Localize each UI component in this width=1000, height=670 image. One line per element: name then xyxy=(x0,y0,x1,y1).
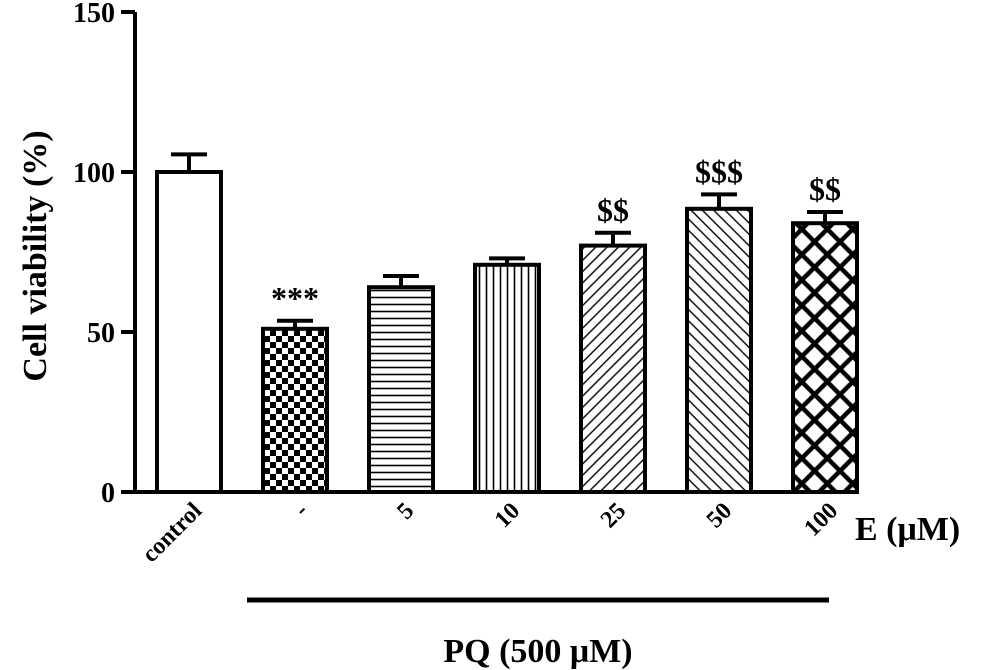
y-tick-label: 100 xyxy=(73,158,115,189)
bar xyxy=(791,221,859,494)
x-tick-label: 50 xyxy=(702,498,737,533)
significance-label: $$ xyxy=(597,192,629,228)
y-tick-label: 0 xyxy=(101,478,115,509)
significance-label: $$$ xyxy=(695,153,743,189)
bar xyxy=(579,243,647,494)
significance-label: *** xyxy=(271,280,319,316)
bars: ***$$$$$ $$ xyxy=(155,152,859,495)
x-tick-label: 100 xyxy=(799,498,843,542)
bar xyxy=(155,170,223,494)
x-tick-label: - xyxy=(289,498,313,522)
x-tick-label: 5 xyxy=(392,498,419,525)
bar xyxy=(367,285,435,495)
group-label: PQ (500 μM) xyxy=(443,633,632,670)
y-tick-label: 150 xyxy=(73,0,115,29)
significance-label: $$ xyxy=(809,171,841,207)
bar xyxy=(261,326,329,494)
x-axis-label: E (μM) xyxy=(855,511,960,548)
x-tick-label: 25 xyxy=(596,498,631,533)
x-tick-label: 10 xyxy=(490,498,525,533)
y-axis-ticks: 0 50 100 150 xyxy=(73,0,135,509)
y-axis-label: Cell viability (%) xyxy=(17,130,54,381)
bar xyxy=(473,262,541,494)
y-tick-label: 50 xyxy=(87,318,115,349)
x-axis-ticks: control - 5 10 25 50 100 xyxy=(137,498,843,568)
x-tick-label: control xyxy=(137,498,207,568)
bar xyxy=(685,206,753,495)
